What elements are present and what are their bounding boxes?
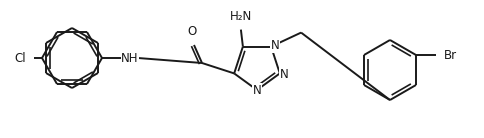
Text: N: N [279, 68, 287, 81]
Text: N: N [270, 39, 279, 52]
Text: Br: Br [443, 48, 456, 62]
Text: Cl: Cl [15, 51, 26, 64]
Text: N: N [252, 84, 261, 97]
Text: NH: NH [121, 51, 138, 64]
Text: O: O [187, 25, 196, 38]
Text: H₂N: H₂N [229, 10, 252, 23]
